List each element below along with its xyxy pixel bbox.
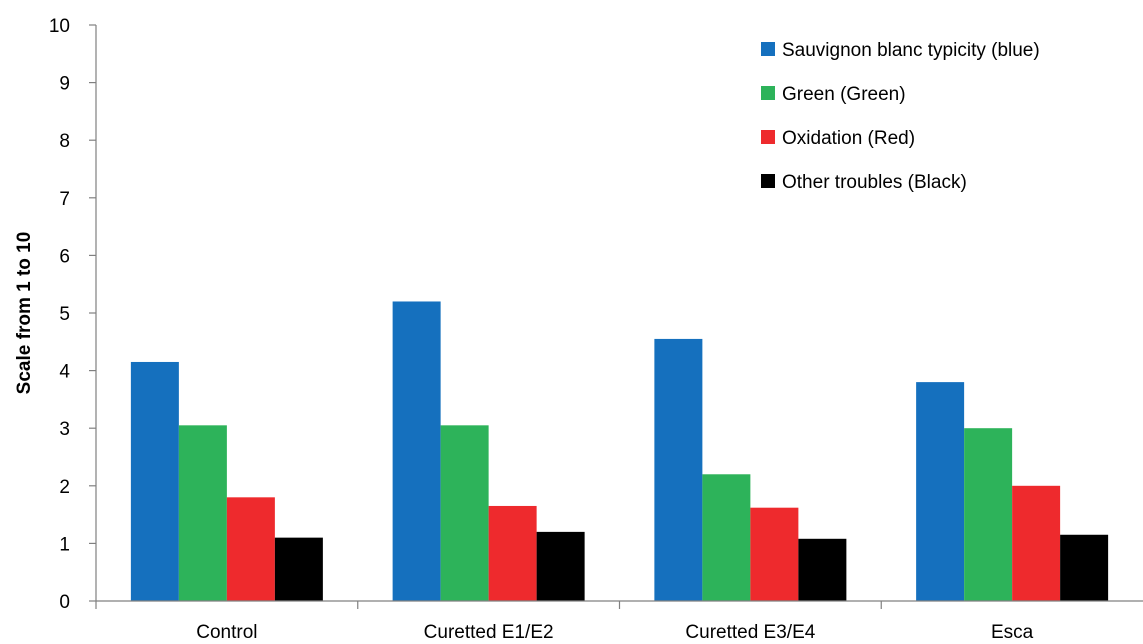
legend-swatch	[761, 42, 775, 56]
y-axis-title: Scale from 1 to 10	[14, 232, 35, 395]
y-tick-label: 10	[49, 16, 70, 37]
y-tick-label: 7	[59, 189, 70, 210]
bar-1-1	[130, 361, 179, 601]
y-tick-label: 6	[59, 246, 70, 267]
y-tick-label: 1	[59, 534, 70, 555]
bar-4-3	[798, 538, 847, 601]
legend-swatch	[761, 130, 775, 144]
bar-2-3	[702, 474, 751, 601]
bar-3-3	[750, 507, 799, 601]
x-tick-label: Curetted E3/E4	[685, 622, 815, 643]
x-tick-label: Esca	[991, 622, 1034, 643]
bars-layer	[130, 301, 1109, 601]
y-tick-label: 3	[59, 419, 70, 440]
legend-label: Oxidation (Red)	[782, 128, 915, 149]
legend-swatch	[761, 86, 775, 100]
x-tick-labels: Control Curetted E1/E2 Curetted E3/E4 Esca	[196, 622, 1033, 643]
y-tick-label: 4	[59, 362, 70, 383]
bar-4-1	[274, 537, 323, 601]
bar-1-4	[916, 382, 965, 601]
bar-4-4	[1060, 534, 1109, 601]
bar-3-2	[488, 505, 537, 601]
bar-2-4	[964, 428, 1013, 601]
bar-2-1	[178, 425, 227, 601]
bar-3-4	[1012, 485, 1061, 601]
y-tick-labels: 0 1 2 3 4 5 6 7 8 9 10	[49, 16, 71, 613]
bar-1-2	[392, 301, 441, 601]
y-tick-label: 8	[59, 131, 70, 152]
y-tick-label: 5	[59, 304, 70, 325]
bar-4-2	[536, 531, 585, 601]
legend-swatch	[761, 174, 775, 188]
x-tick-label: Curetted E1/E2	[424, 622, 554, 643]
axes-layer	[89, 24, 1143, 609]
legend-label: Sauvignon blanc typicity (blue)	[782, 40, 1040, 61]
legend-label: Green (Green)	[782, 84, 906, 105]
y-tick-label: 2	[59, 477, 70, 498]
y-tick-label: 9	[59, 74, 70, 95]
y-tick-label: 0	[59, 592, 70, 613]
bar-3-1	[226, 497, 275, 601]
bar-1-3	[654, 338, 703, 601]
legend: Sauvignon blanc typicity (blue) Green (Gr…	[761, 40, 1040, 193]
x-tick-label: Control	[196, 622, 257, 643]
legend-label: Other troubles (Black)	[782, 172, 967, 193]
bar-2-2	[440, 425, 489, 601]
